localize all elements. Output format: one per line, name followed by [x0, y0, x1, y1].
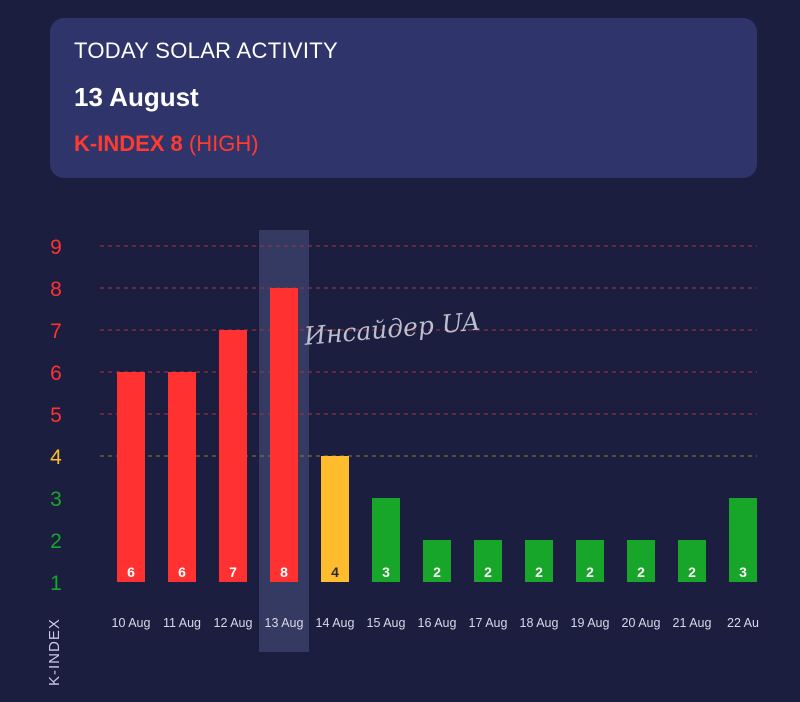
x-tick-label: 11 Aug	[163, 616, 201, 630]
x-tick-label: 14 Aug	[316, 616, 355, 630]
x-tick-label: 16 Aug	[418, 616, 457, 630]
bar-data-label: 3	[739, 564, 747, 580]
bar	[576, 540, 604, 582]
y-tick-label: 2	[50, 530, 62, 553]
x-tick-label: 20 Aug	[622, 616, 661, 630]
bar	[219, 330, 247, 582]
card-date: 13 August	[74, 82, 199, 112]
bar	[117, 372, 145, 582]
y-tick-label: 9	[50, 236, 62, 259]
bar	[270, 288, 298, 582]
y-tick-label: 3	[50, 488, 62, 511]
y-tick-label: 1	[50, 572, 62, 595]
bar-data-label: 3	[382, 564, 390, 580]
bar	[525, 540, 553, 582]
y-tick-label: 8	[50, 278, 62, 301]
bar	[372, 498, 400, 582]
bar	[627, 540, 655, 582]
bar	[678, 540, 706, 582]
card-title: TODAY SOLAR ACTIVITY	[74, 38, 338, 63]
bar-data-label: 4	[331, 564, 339, 580]
bar-data-label: 2	[433, 564, 441, 580]
x-tick-label: 18 Aug	[520, 616, 559, 630]
x-tick-label: 19 Aug	[571, 616, 610, 630]
y-tick-label: 4	[50, 446, 62, 469]
x-tick-label: 17 Aug	[469, 616, 508, 630]
bar-data-label: 2	[535, 564, 543, 580]
x-tick-label: 13 Aug	[265, 616, 304, 630]
bar-data-label: 2	[637, 564, 645, 580]
bar-data-label: 2	[688, 564, 696, 580]
bar-data-label: 8	[280, 564, 288, 580]
x-tick-label: 21 Aug	[673, 616, 712, 630]
kindex-value: K-INDEX 8	[74, 131, 183, 156]
kindex-level: (HIGH)	[188, 131, 259, 156]
bar	[729, 498, 757, 582]
bar	[474, 540, 502, 582]
bar-data-label: 6	[127, 564, 135, 580]
y-tick-label: 5	[50, 404, 62, 427]
kindex-summary: K-INDEX 8 (HIGH)	[74, 131, 733, 157]
bar	[321, 456, 349, 582]
solar-activity-card: TODAY SOLAR ACTIVITY 13 August K-INDEX 8…	[50, 18, 757, 178]
x-tick-label: 10 Aug	[112, 616, 151, 630]
bar-data-label: 2	[484, 564, 492, 580]
y-tick-label: 7	[50, 320, 62, 343]
bar	[423, 540, 451, 582]
x-tick-label: 22 Au	[727, 616, 759, 630]
bar-data-label: 6	[178, 564, 186, 580]
y-tick-label: 6	[50, 362, 62, 385]
bar-data-label: 2	[586, 564, 594, 580]
x-tick-label: 15 Aug	[367, 616, 406, 630]
bar	[168, 372, 196, 582]
y-axis-title: K-INDEX	[46, 618, 63, 686]
bar-data-label: 7	[229, 564, 237, 580]
kindex-bar-chart: 1 2 3 4 5 6 7 8 9 6 10 Aug 6 11 Aug 7 12 Aug 8 13 Aug 4 14…	[50, 230, 759, 652]
x-tick-label: 12 Aug	[214, 616, 253, 630]
